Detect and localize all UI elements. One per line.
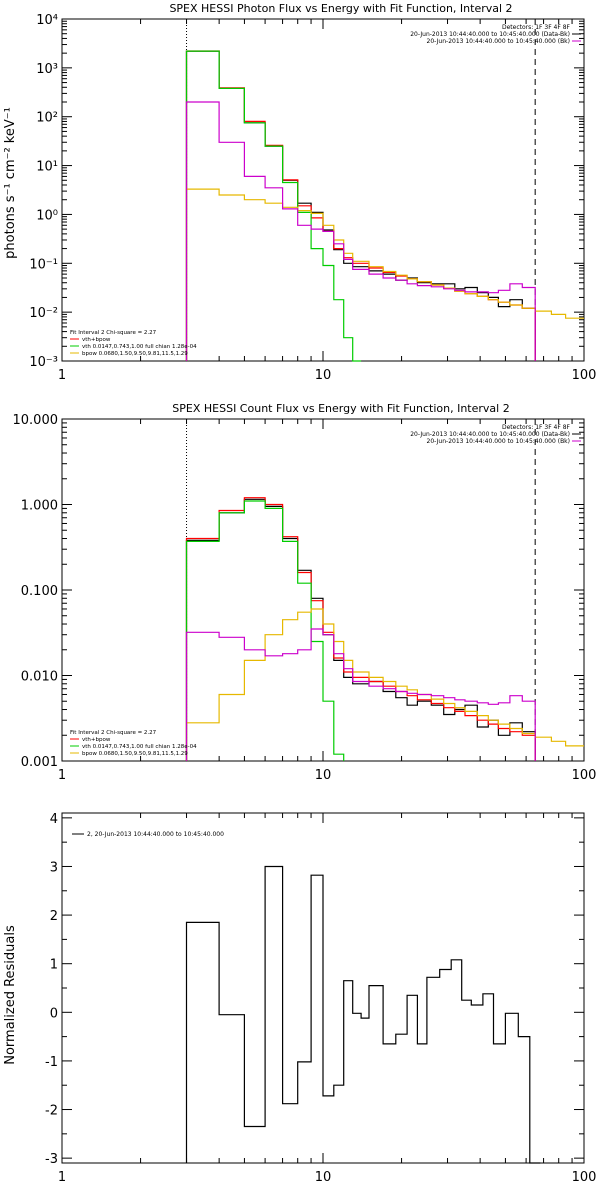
count-flux-panel: SPEX HESSI Count Flux vs Energy with Fit… xyxy=(13,402,597,783)
y-tick-label: 10³ xyxy=(36,62,58,77)
series-data xyxy=(185,498,536,761)
legend-entry: 20-Jun-2013 10:44:40.000 to 10:45:40.000… xyxy=(427,438,570,445)
series-background xyxy=(185,101,536,361)
legend-entry: Detectors: 1F 3F 4F 8F xyxy=(502,424,571,431)
legend-entry: vth 0.0147,0.743,1.00 full chian 1.28e-0… xyxy=(82,344,197,350)
y-tick-label: 1 xyxy=(50,958,58,973)
y-tick-label: -3 xyxy=(45,1152,58,1167)
y-tick-label: 1.000 xyxy=(21,499,58,514)
y-tick-label: 10² xyxy=(36,111,58,126)
y-tick-label: -2 xyxy=(45,1104,58,1119)
photon-flux-series xyxy=(185,50,584,362)
photon-flux-vlines xyxy=(186,19,536,361)
x-tick-label: 10 xyxy=(315,1170,332,1185)
series-model xyxy=(185,497,536,761)
count-flux-frame xyxy=(61,418,585,762)
x-tick-label: 1 xyxy=(58,1170,66,1185)
series-data xyxy=(185,50,536,361)
series-vth xyxy=(185,50,362,362)
x-tick-label: 100 xyxy=(572,368,597,383)
photon-flux-ylabel: photons s⁻¹ cm⁻² keV⁻¹ xyxy=(3,107,18,259)
legend-entry: 20-Jun-2013 10:44:40.000 to 10:45:40.000… xyxy=(410,31,570,38)
series-data xyxy=(185,865,541,1164)
x-tick-label: 100 xyxy=(572,1170,597,1185)
residuals-legend: 2, 20-Jun-2013 10:44:40.000 to 10:45:40.… xyxy=(72,831,224,838)
x-tick-label: 10 xyxy=(315,368,332,383)
y-tick-label: 0.010 xyxy=(21,670,58,685)
y-tick-label: 10¹ xyxy=(36,160,58,175)
photon-flux-xticks: 1 10 100 xyxy=(58,19,597,383)
y-tick-label: 2 xyxy=(50,909,58,924)
y-tick-label: 3 xyxy=(50,860,58,875)
count-flux-legend-bottom: Fit Interval 2 Chi-square = 2.27vth+bpow… xyxy=(70,730,197,757)
residuals-series xyxy=(185,865,541,1164)
photon-flux-yticks: 10⁻³ 10⁻² 10⁻¹ 10⁰ 10¹ 10² 10³ 10⁴ xyxy=(29,13,584,370)
y-tick-label: 10⁻³ xyxy=(29,355,58,370)
legend-entry: 2, 20-Jun-2013 10:44:40.000 to 10:45:40.… xyxy=(87,831,224,838)
count-flux-title: SPEX HESSI Count Flux vs Energy with Fit… xyxy=(172,402,509,415)
legend-entry: 20-Jun-2013 10:44:40.000 to 10:45:40.000… xyxy=(410,431,570,438)
x-tick-label: 1 xyxy=(58,368,66,383)
photon-flux-title: SPEX HESSI Photon Flux vs Energy with Fi… xyxy=(169,2,512,15)
series-bpow xyxy=(185,608,584,761)
count-flux-yticks: 0.001 0.010 0.100 1.000 10.000 xyxy=(13,413,584,770)
series-bpow xyxy=(185,188,584,361)
y-tick-label: 10⁻¹ xyxy=(29,257,58,272)
legend-entry: Detectors: 1F 3F 4F 8F xyxy=(502,24,571,31)
residuals-xticks: 1 10 100 xyxy=(58,813,597,1185)
photon-flux-panel: SPEX HESSI Photon Flux vs Energy with Fi… xyxy=(3,2,596,383)
series-background xyxy=(185,628,536,761)
residuals-panel: Normalized Residuals 1 10 100 -3-2-101234 … xyxy=(3,812,596,1185)
y-tick-label: 0.001 xyxy=(21,755,58,770)
x-tick-label: 100 xyxy=(572,768,597,783)
y-tick-label: 0 xyxy=(50,1006,58,1021)
residuals-yticks: -3 -2 -1 0 1 2 3 4 xyxy=(45,812,584,1167)
y-tick-label: -1 xyxy=(45,1055,58,1070)
count-flux-vlines xyxy=(186,419,536,761)
y-tick-label: 0.100 xyxy=(21,584,58,599)
y-tick-label: 4 xyxy=(50,812,58,827)
y-tick-label: 10⁴ xyxy=(36,13,58,28)
y-tick-label: 10.000 xyxy=(13,413,59,428)
series-vth xyxy=(185,500,345,761)
photon-flux-legend-bottom: Fit Interval 2 Chi-square = 2.27vth+bpow… xyxy=(70,330,197,357)
legend-entry: bpow 0.0680,1.50,9.50,9.81,11.5,1.29 xyxy=(82,751,188,757)
legend-entry: vth+bpow xyxy=(82,337,111,343)
legend-entry: bpow 0.0680,1.50,9.50,9.81,11.5,1.29 xyxy=(82,351,188,357)
legend-entry: 20-Jun-2013 10:44:40.000 to 10:45:40.000… xyxy=(427,38,570,45)
residuals-ylabel: Normalized Residuals xyxy=(3,925,18,1065)
x-tick-label: 1 xyxy=(58,768,66,783)
series-model xyxy=(185,50,536,361)
legend-entry: vth+bpow xyxy=(82,737,111,743)
count-flux-series xyxy=(185,497,584,761)
y-tick-label: 10⁰ xyxy=(36,208,58,223)
x-tick-label: 10 xyxy=(315,768,332,783)
y-tick-label: 10⁻² xyxy=(29,306,58,321)
legend-entry: Fit Interval 2 Chi-square = 2.27 xyxy=(70,730,157,736)
photon-flux-frame xyxy=(61,18,585,362)
legend-entry: Fit Interval 2 Chi-square = 2.27 xyxy=(70,330,157,336)
legend-entry: vth 0.0147,0.743,1.00 full chian 1.28e-0… xyxy=(82,744,197,750)
